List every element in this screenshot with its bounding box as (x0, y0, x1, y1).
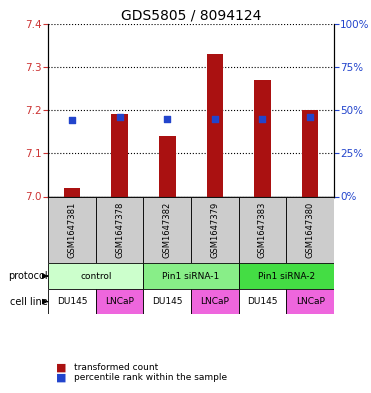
Text: GSM1647382: GSM1647382 (163, 202, 172, 258)
Point (164, 116, 170, 122)
Point (212, 116, 218, 122)
Bar (111, 114, 128, 196)
Text: DU145: DU145 (152, 297, 183, 306)
Bar (159, 136, 175, 196)
Bar (48, 289, 96, 314)
Bar (286, 289, 334, 314)
Text: Pin1 siRNA-1: Pin1 siRNA-1 (162, 272, 220, 281)
Text: ■: ■ (56, 372, 66, 382)
Text: GSM1647379: GSM1647379 (210, 202, 219, 258)
Text: transformed count: transformed count (74, 363, 158, 372)
Text: percentile rank within the sample: percentile rank within the sample (74, 373, 227, 382)
Text: LNCaP: LNCaP (105, 297, 134, 306)
Text: LNCaP: LNCaP (200, 297, 229, 306)
Text: protocol: protocol (8, 271, 47, 281)
Text: Pin1 siRNA-2: Pin1 siRNA-2 (258, 272, 315, 281)
Text: DU145: DU145 (247, 297, 278, 306)
Point (307, 114, 313, 120)
Text: DU145: DU145 (57, 297, 87, 306)
Bar (48, 196, 96, 263)
Bar (254, 80, 271, 196)
Bar (302, 110, 318, 196)
Bar (48, 263, 144, 289)
Text: GSM1647380: GSM1647380 (306, 202, 315, 258)
Text: LNCaP: LNCaP (296, 297, 325, 306)
Text: GSM1647383: GSM1647383 (258, 202, 267, 258)
Point (69, 117, 75, 123)
Text: GSM1647378: GSM1647378 (115, 202, 124, 258)
Bar (144, 289, 191, 314)
Point (259, 116, 265, 122)
Bar (239, 196, 286, 263)
Bar (207, 54, 223, 196)
Bar (286, 196, 334, 263)
Bar (239, 263, 334, 289)
Bar (191, 289, 239, 314)
Bar (239, 289, 286, 314)
Text: cell line: cell line (10, 297, 47, 307)
Bar (144, 263, 239, 289)
Text: ■: ■ (56, 362, 66, 373)
Text: GSM1647381: GSM1647381 (68, 202, 76, 258)
Text: control: control (80, 272, 112, 281)
Title: GDS5805 / 8094124: GDS5805 / 8094124 (121, 8, 261, 22)
Bar (144, 196, 191, 263)
Point (116, 114, 122, 120)
Bar (96, 196, 144, 263)
Bar (191, 196, 239, 263)
Bar (96, 289, 144, 314)
Bar (64, 188, 81, 196)
